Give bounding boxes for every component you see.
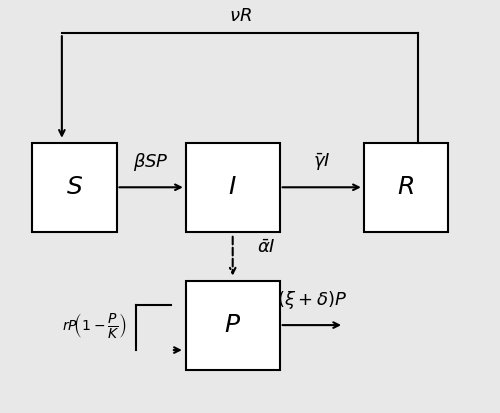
Bar <box>186 280 280 370</box>
Text: $S$: $S$ <box>66 175 83 199</box>
Text: $(\xi+\delta)P$: $(\xi+\delta)P$ <box>277 289 347 311</box>
Text: $P$: $P$ <box>224 313 241 337</box>
Text: $I$: $I$ <box>228 175 237 199</box>
Text: $R$: $R$ <box>397 175 414 199</box>
Bar <box>186 143 280 232</box>
Text: $rP\!\left(1-\dfrac{P}{K}\right)$: $rP\!\left(1-\dfrac{P}{K}\right)$ <box>62 311 126 339</box>
Text: $\nu R$: $\nu R$ <box>228 7 252 25</box>
Text: $\beta SP$: $\beta SP$ <box>133 151 169 173</box>
Text: $\bar{\alpha}I$: $\bar{\alpha}I$ <box>258 239 276 257</box>
Bar <box>364 143 448 232</box>
Bar <box>32 143 116 232</box>
Text: $\bar{\gamma}I$: $\bar{\gamma}I$ <box>313 152 330 173</box>
